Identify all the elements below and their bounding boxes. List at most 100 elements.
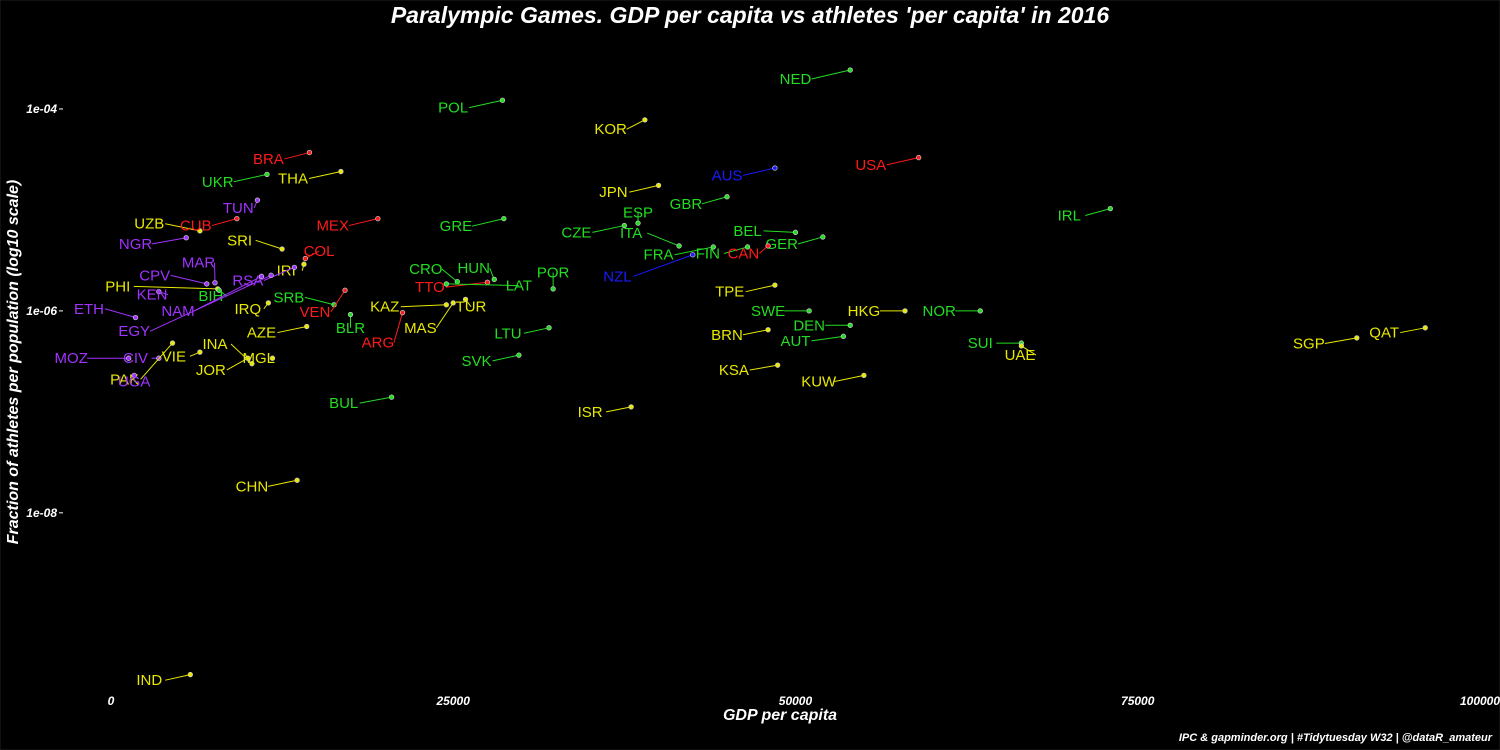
point-label: DEN (793, 317, 825, 334)
point-uzb: UZB (134, 216, 203, 234)
data-point (1422, 325, 1428, 331)
point-label: FIN (696, 246, 720, 263)
data-point (291, 264, 298, 270)
x-tick-label: 50000 (779, 694, 813, 708)
label-connector (211, 218, 238, 227)
point-label: SRI (227, 232, 252, 249)
point-ukr: UKR (202, 171, 270, 191)
label-connector (304, 296, 335, 306)
point-ken: KEN (137, 287, 169, 304)
label-connector (233, 173, 268, 183)
label-connector (151, 237, 187, 245)
data-point (254, 197, 261, 203)
data-point (847, 67, 853, 73)
point-label: CIV (123, 350, 148, 367)
point-label: GER (766, 236, 799, 253)
point-label: INA (202, 336, 227, 353)
point-label: MAR (182, 255, 216, 272)
point-label: SWE (751, 303, 785, 320)
data-point (628, 404, 634, 410)
point-label: LAT (506, 278, 532, 295)
label-connector (629, 184, 659, 193)
point-brn: BRN (711, 327, 771, 344)
label-connector (446, 283, 519, 287)
data-point (338, 168, 344, 175)
data-point (642, 117, 648, 123)
data-point (454, 278, 460, 285)
data-point (462, 296, 469, 303)
y-tick-label: 1e-08 (26, 506, 57, 520)
point-fin: FIN (696, 244, 751, 263)
point-mar: MAR (182, 255, 218, 286)
data-point (977, 308, 983, 314)
point-label: NED (780, 71, 812, 88)
data-point (187, 671, 193, 678)
label-connector (348, 218, 379, 227)
label-connector (330, 290, 346, 313)
data-point (765, 327, 771, 333)
point-label: NOR (923, 303, 957, 320)
point-por: POR (537, 265, 570, 292)
data-point (234, 215, 240, 222)
data-point (302, 255, 308, 262)
point-tha: THA (278, 168, 344, 187)
point-label: HUN (457, 260, 490, 277)
point-hun: HUN (457, 260, 497, 283)
data-point (916, 154, 922, 161)
point-bih: BIH (198, 287, 228, 305)
point-label: IRQ (234, 301, 261, 318)
point-label: UZB (134, 216, 164, 233)
data-point (1107, 205, 1113, 212)
label-connector (140, 342, 173, 380)
label-connector (226, 357, 249, 371)
data-point (197, 349, 203, 355)
point-label: VEN (299, 304, 330, 321)
label-connector (435, 302, 454, 329)
label-connector (149, 274, 272, 332)
point-isr: ISR (578, 404, 634, 421)
point-label: NGR (119, 236, 153, 253)
data-point (1018, 343, 1025, 349)
label-connector (471, 218, 504, 227)
label-connector (742, 167, 776, 176)
label-connector (1324, 337, 1357, 345)
label-connector (886, 157, 919, 166)
data-point (126, 355, 132, 361)
point-label: EGY (118, 323, 150, 340)
data-point (806, 308, 812, 314)
point-label: GBR (670, 196, 703, 213)
data-point (265, 300, 272, 306)
label-connector (441, 268, 458, 282)
point-label: ARG (362, 335, 395, 352)
point-label: CZE (561, 224, 591, 241)
data-point (169, 340, 176, 346)
data-point (484, 279, 491, 285)
point-nzl: NZL (603, 252, 696, 285)
data-point (388, 394, 395, 400)
data-point (279, 246, 285, 252)
data-point (847, 322, 853, 328)
data-point (499, 97, 506, 103)
point-label: GRE (440, 218, 473, 235)
label-connector (277, 326, 307, 334)
data-point (635, 220, 641, 226)
point-label: BUL (329, 395, 358, 412)
data-point (212, 280, 218, 286)
point-label: CPV (139, 267, 170, 284)
data-point (264, 171, 270, 178)
point-cro: CRO (409, 261, 460, 285)
point-label: SUI (968, 335, 993, 352)
point-bel: BEL (733, 223, 799, 240)
point-eth: ETH (74, 301, 139, 321)
label-connector (797, 236, 823, 245)
point-label: MGL (243, 350, 276, 367)
point-can: CAN (728, 243, 771, 263)
label-connector (104, 308, 136, 318)
point-moz: MOZ (55, 350, 132, 367)
label-connector (469, 99, 503, 109)
x-tick-label: 25000 (436, 694, 471, 708)
point-label: IND (136, 672, 162, 689)
point-label: TPE (715, 284, 744, 301)
point-irq: IRQ (234, 300, 272, 318)
point-label: JPN (599, 184, 627, 201)
